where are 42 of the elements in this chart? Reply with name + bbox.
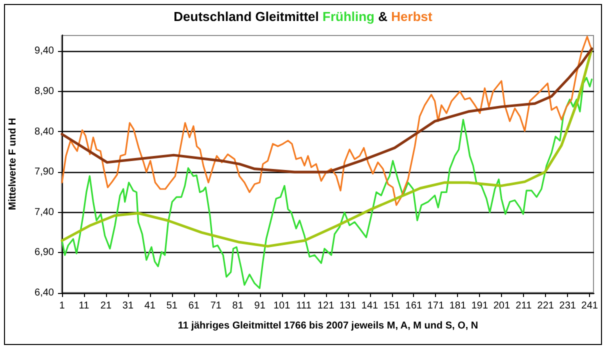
y-tick-label: 8,90: [34, 86, 54, 97]
x-tick-label: 201: [493, 300, 510, 312]
x-tick-label: 151: [383, 300, 401, 312]
x-tick-label: 221: [537, 300, 554, 312]
y-tick-label: 8,40: [34, 126, 54, 138]
y-tick-label: 6,90: [34, 247, 54, 258]
x-tick-label: 241: [581, 300, 598, 312]
line-series: [60, 47, 594, 174]
x-tick-label: 231: [559, 300, 576, 312]
x-tick-label: 111: [296, 300, 312, 312]
x-tick-label: 141: [361, 300, 379, 312]
text: &: [378, 9, 388, 24]
line-series: [61, 36, 593, 206]
x-tick-label: 1: [59, 300, 66, 312]
x-tick-label: 61: [188, 300, 200, 312]
chart-title: Deutschland Gleitmittel: [174, 9, 319, 24]
x-tick-label: 171: [427, 300, 444, 312]
x-axis-title: 11 jähriges Gleitmittel 1766 bis 2007 jeweils M, A, M und S, O, N: [178, 320, 478, 332]
x-tick-label: 81: [232, 300, 244, 312]
x-tick-label: 71: [210, 300, 222, 312]
x-tick-label: 191: [471, 300, 488, 312]
x-tick-label: 181: [449, 300, 466, 312]
x-tick-label: 101: [273, 300, 291, 312]
line-series: [61, 76, 593, 289]
x-tick-label: 51: [166, 300, 178, 312]
x-tick-label: 31: [122, 300, 134, 312]
y-tick-label: 7,90: [34, 166, 54, 178]
text: Herbst: [391, 9, 432, 24]
x-tick-label: 131: [339, 300, 357, 312]
line-series: [60, 47, 594, 248]
x-tick-label: 121: [317, 300, 335, 312]
y-axis-title: Mittelwerte F und H: [8, 118, 18, 210]
x-tick-label: 211: [516, 300, 532, 312]
x-tick-label: 11: [78, 300, 90, 312]
y-tick-label: 7,40: [34, 206, 54, 218]
y-tick-label: 9,40: [34, 46, 54, 57]
y-tick-label: 6,40: [34, 288, 54, 298]
text: Frühling: [322, 9, 374, 24]
x-tick-label: 21: [100, 300, 112, 312]
x-tick-label: 41: [144, 300, 156, 312]
x-tick-label: 161: [405, 300, 423, 312]
x-tick-label: 91: [254, 300, 266, 312]
